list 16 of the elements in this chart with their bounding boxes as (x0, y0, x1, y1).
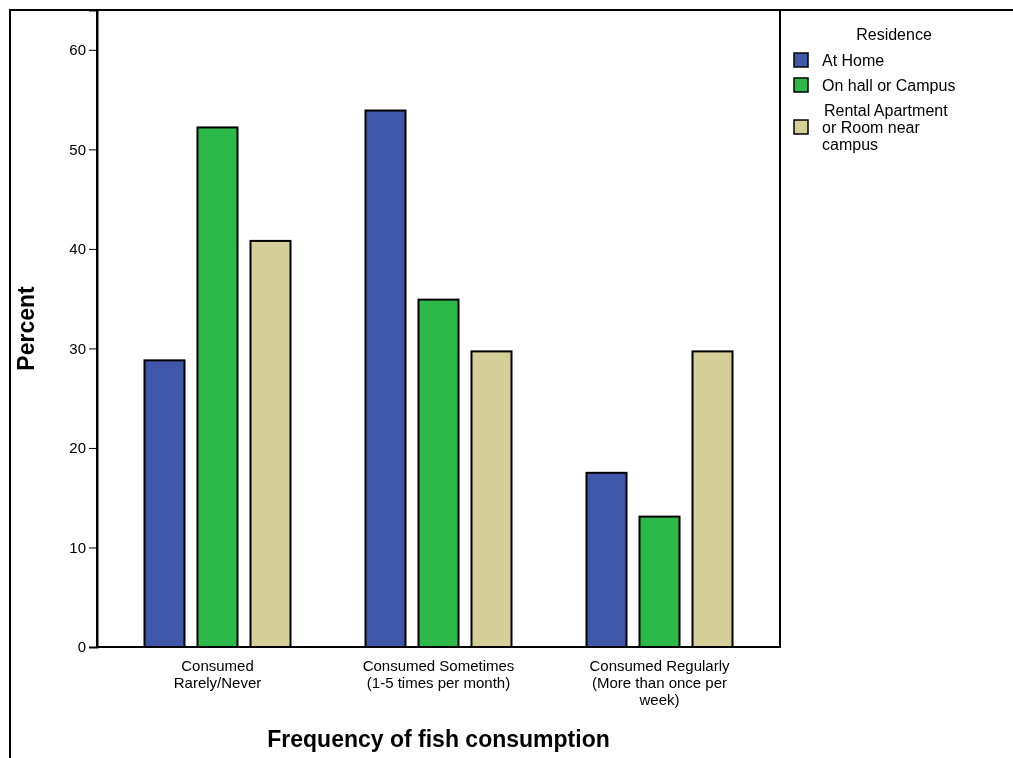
y-tick-label: 0 (77, 638, 86, 656)
y-tick-label: 40 (69, 240, 86, 258)
legend-label: On hall or Campus (822, 76, 956, 94)
y-tick-label: 60 (69, 41, 86, 59)
x-axis-title: Frequency of fish consumption (267, 726, 610, 752)
y-tick-label: 30 (69, 339, 86, 357)
x-tick-label: Consumed Sometimes (1-5 times per month) (362, 657, 515, 691)
legend-title: Residence (856, 26, 932, 43)
y-tick-label: 10 (69, 538, 86, 556)
y-axis-title: Percent (13, 285, 39, 371)
legend-label: At Home (822, 51, 885, 69)
y-tick-label: 20 (69, 439, 86, 457)
x-tick-label: Consumed Regularly (More than once per week) (589, 657, 731, 708)
x-tick-label: Consumed Rarely/Never (173, 657, 262, 691)
legend-label: Rental Apartment or Room near campus (822, 101, 949, 153)
y-tick-label: 50 (69, 140, 86, 158)
